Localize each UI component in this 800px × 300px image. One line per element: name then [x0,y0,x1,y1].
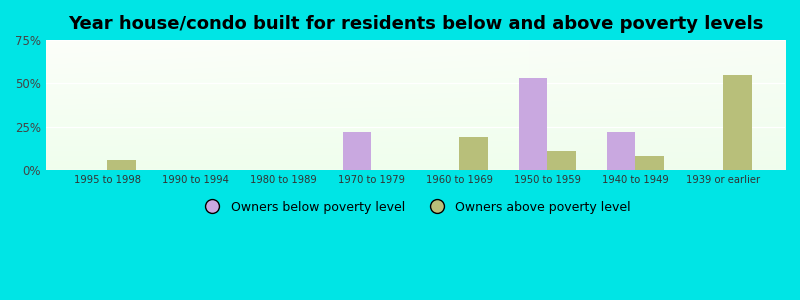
Bar [635,156,663,170]
Bar [343,132,371,170]
Bar [519,78,547,170]
Legend: Owners below poverty level, Owners above poverty level: Owners below poverty level, Owners above… [195,196,636,219]
Title: Year house/condo built for residents below and above poverty levels: Year house/condo built for residents bel… [68,15,763,33]
Bar [459,137,487,170]
Bar [723,75,751,170]
Bar [547,151,575,170]
Bar [607,132,635,170]
Bar [107,160,136,170]
